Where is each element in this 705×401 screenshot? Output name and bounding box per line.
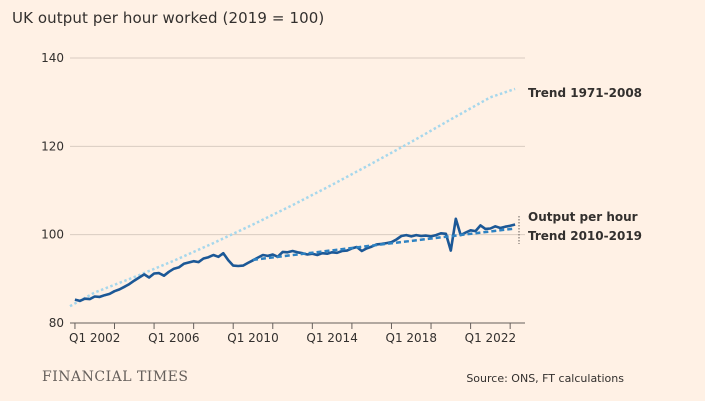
y-tick-label: 100 (41, 228, 64, 242)
series-line-0 (69, 87, 516, 308)
series-line-2 (252, 227, 516, 262)
series-label-1: Output per hour (528, 210, 638, 224)
source-note: Source: ONS, FT calculations (466, 372, 624, 385)
series-lines (69, 87, 516, 308)
y-tick-label: 80 (49, 316, 64, 330)
series-label-2: Trend 2010-2019 (528, 229, 642, 243)
x-tick-label: Q1 2014 (306, 331, 357, 345)
x-tick-label: Q1 2006 (148, 331, 199, 345)
brand-logo: FINANCIAL TIMES (42, 369, 189, 385)
chart-title: UK output per hour worked (2019 = 100) (12, 9, 325, 27)
x-tick-label: Q1 2010 (227, 331, 278, 345)
series-label-0: Trend 1971-2008 (528, 86, 642, 100)
x-axis: Q1 2002 Q1 2006 Q1 2010 Q1 2014 Q1 2018 Q1 20… (69, 323, 516, 345)
y-tick-label: 140 (41, 51, 64, 65)
gridlines (70, 57, 525, 324)
x-tick-label: Q1 2018 (386, 331, 437, 345)
x-tick-label: Q1 2002 (69, 331, 120, 345)
series-line-1 (74, 217, 516, 303)
y-axis-ticks: 80 100 120 140 (41, 51, 64, 330)
y-tick-label: 120 (41, 139, 64, 153)
x-tick-label: Q1 2022 (465, 331, 516, 345)
line-labels: Trend 1971-2008 Output per hour Trend 2010… (518, 86, 642, 244)
